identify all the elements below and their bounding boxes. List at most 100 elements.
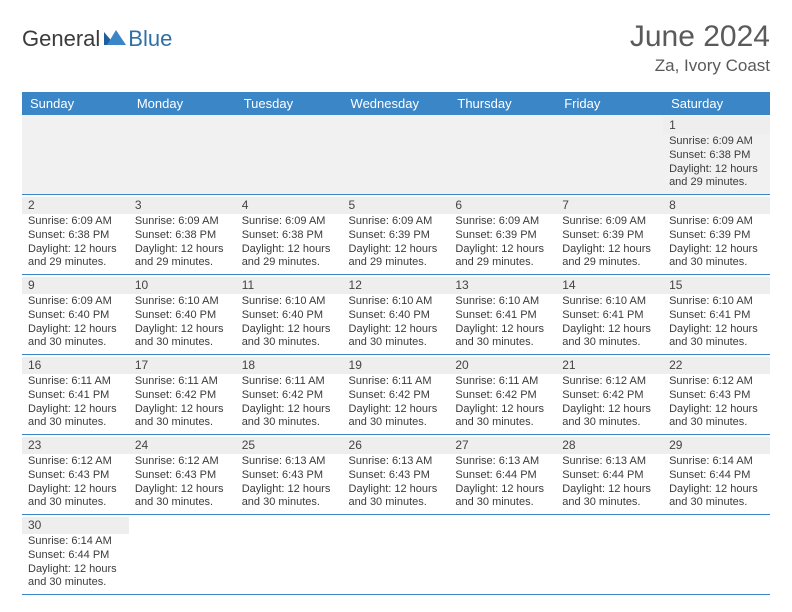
- daylight-line: Daylight: 12 hours and 30 minutes.: [562, 483, 657, 511]
- calendar-cell: 9Sunrise: 6:09 AMSunset: 6:40 PMDaylight…: [22, 275, 129, 355]
- sunrise-line: Sunrise: 6:09 AM: [349, 215, 444, 229]
- daylight-line: Daylight: 12 hours and 30 minutes.: [455, 403, 550, 431]
- calendar-cell: 21Sunrise: 6:12 AMSunset: 6:42 PMDayligh…: [556, 355, 663, 435]
- day-number: 2: [22, 197, 129, 214]
- calendar-row: 16Sunrise: 6:11 AMSunset: 6:41 PMDayligh…: [22, 355, 770, 435]
- sunset-line: Sunset: 6:38 PM: [135, 229, 230, 243]
- calendar-cell: 23Sunrise: 6:12 AMSunset: 6:43 PMDayligh…: [22, 435, 129, 515]
- sunrise-line: Sunrise: 6:09 AM: [28, 215, 123, 229]
- daylight-line: Daylight: 12 hours and 30 minutes.: [669, 243, 764, 271]
- sunset-line: Sunset: 6:42 PM: [349, 389, 444, 403]
- sunset-line: Sunset: 6:41 PM: [562, 309, 657, 323]
- daylight-line: Daylight: 12 hours and 30 minutes.: [349, 403, 444, 431]
- daylight-line: Daylight: 12 hours and 30 minutes.: [28, 323, 123, 351]
- calendar-cell: 30Sunrise: 6:14 AMSunset: 6:44 PMDayligh…: [22, 515, 129, 595]
- day-number: 15: [663, 277, 770, 294]
- column-header: Friday: [556, 92, 663, 115]
- calendar-cell: 1Sunrise: 6:09 AMSunset: 6:38 PMDaylight…: [663, 115, 770, 195]
- calendar-cell: [449, 115, 556, 195]
- daylight-line: Daylight: 12 hours and 30 minutes.: [669, 483, 764, 511]
- daylight-line: Daylight: 12 hours and 30 minutes.: [135, 323, 230, 351]
- daylight-line: Daylight: 12 hours and 29 minutes.: [669, 163, 764, 191]
- daylight-line: Daylight: 12 hours and 29 minutes.: [455, 243, 550, 271]
- sunset-line: Sunset: 6:40 PM: [28, 309, 123, 323]
- day-number: 5: [343, 197, 450, 214]
- calendar-cell: [22, 115, 129, 195]
- sunrise-line: Sunrise: 6:12 AM: [562, 375, 657, 389]
- sunrise-line: Sunrise: 6:12 AM: [669, 375, 764, 389]
- calendar-cell: 28Sunrise: 6:13 AMSunset: 6:44 PMDayligh…: [556, 435, 663, 515]
- sunset-line: Sunset: 6:43 PM: [669, 389, 764, 403]
- day-number: 17: [129, 357, 236, 374]
- sunrise-line: Sunrise: 6:10 AM: [242, 295, 337, 309]
- sunset-line: Sunset: 6:43 PM: [28, 469, 123, 483]
- sunrise-line: Sunrise: 6:13 AM: [349, 455, 444, 469]
- calendar-row: 1Sunrise: 6:09 AMSunset: 6:38 PMDaylight…: [22, 115, 770, 195]
- sunrise-line: Sunrise: 6:11 AM: [28, 375, 123, 389]
- calendar-cell: 12Sunrise: 6:10 AMSunset: 6:40 PMDayligh…: [343, 275, 450, 355]
- day-number: 30: [22, 517, 129, 534]
- sunset-line: Sunset: 6:40 PM: [349, 309, 444, 323]
- day-number: 11: [236, 277, 343, 294]
- calendar-cell: 20Sunrise: 6:11 AMSunset: 6:42 PMDayligh…: [449, 355, 556, 435]
- sunrise-line: Sunrise: 6:09 AM: [455, 215, 550, 229]
- calendar-cell: 17Sunrise: 6:11 AMSunset: 6:42 PMDayligh…: [129, 355, 236, 435]
- calendar-cell: [556, 515, 663, 595]
- sunrise-line: Sunrise: 6:10 AM: [669, 295, 764, 309]
- calendar-table: SundayMondayTuesdayWednesdayThursdayFrid…: [22, 92, 770, 595]
- daylight-line: Daylight: 12 hours and 30 minutes.: [669, 403, 764, 431]
- day-number: 26: [343, 437, 450, 454]
- day-number: 20: [449, 357, 556, 374]
- sunrise-line: Sunrise: 6:12 AM: [135, 455, 230, 469]
- calendar-cell: 8Sunrise: 6:09 AMSunset: 6:39 PMDaylight…: [663, 195, 770, 275]
- sunset-line: Sunset: 6:44 PM: [669, 469, 764, 483]
- calendar-cell: 29Sunrise: 6:14 AMSunset: 6:44 PMDayligh…: [663, 435, 770, 515]
- calendar-cell: 18Sunrise: 6:11 AMSunset: 6:42 PMDayligh…: [236, 355, 343, 435]
- sunset-line: Sunset: 6:39 PM: [562, 229, 657, 243]
- calendar-cell: 11Sunrise: 6:10 AMSunset: 6:40 PMDayligh…: [236, 275, 343, 355]
- sunrise-line: Sunrise: 6:09 AM: [28, 295, 123, 309]
- sunset-line: Sunset: 6:38 PM: [242, 229, 337, 243]
- daylight-line: Daylight: 12 hours and 30 minutes.: [28, 483, 123, 511]
- sunset-line: Sunset: 6:40 PM: [242, 309, 337, 323]
- month-title: June 2024: [630, 20, 770, 54]
- day-number: 27: [449, 437, 556, 454]
- brand-part2: Blue: [128, 26, 172, 52]
- day-number: 14: [556, 277, 663, 294]
- day-number: 24: [129, 437, 236, 454]
- sunrise-line: Sunrise: 6:09 AM: [669, 215, 764, 229]
- daylight-line: Daylight: 12 hours and 30 minutes.: [242, 323, 337, 351]
- daylight-line: Daylight: 12 hours and 29 minutes.: [135, 243, 230, 271]
- sunset-line: Sunset: 6:44 PM: [28, 549, 123, 563]
- day-number: 8: [663, 197, 770, 214]
- daylight-line: Daylight: 12 hours and 30 minutes.: [349, 323, 444, 351]
- calendar-body: 1Sunrise: 6:09 AMSunset: 6:38 PMDaylight…: [22, 115, 770, 595]
- day-number: 28: [556, 437, 663, 454]
- sunrise-line: Sunrise: 6:10 AM: [562, 295, 657, 309]
- daylight-line: Daylight: 12 hours and 30 minutes.: [242, 483, 337, 511]
- sunset-line: Sunset: 6:39 PM: [349, 229, 444, 243]
- sunrise-line: Sunrise: 6:13 AM: [242, 455, 337, 469]
- sunrise-line: Sunrise: 6:09 AM: [669, 135, 764, 149]
- calendar-row: 30Sunrise: 6:14 AMSunset: 6:44 PMDayligh…: [22, 515, 770, 595]
- sunset-line: Sunset: 6:38 PM: [28, 229, 123, 243]
- daylight-line: Daylight: 12 hours and 30 minutes.: [242, 403, 337, 431]
- calendar-cell: 22Sunrise: 6:12 AMSunset: 6:43 PMDayligh…: [663, 355, 770, 435]
- day-number: 22: [663, 357, 770, 374]
- sunset-line: Sunset: 6:38 PM: [669, 149, 764, 163]
- calendar-row: 2Sunrise: 6:09 AMSunset: 6:38 PMDaylight…: [22, 195, 770, 275]
- daylight-line: Daylight: 12 hours and 30 minutes.: [562, 403, 657, 431]
- header: General Blue June 2024 Za, Ivory Coast: [22, 20, 770, 76]
- calendar-row: 23Sunrise: 6:12 AMSunset: 6:43 PMDayligh…: [22, 435, 770, 515]
- calendar-cell: [343, 515, 450, 595]
- location: Za, Ivory Coast: [630, 56, 770, 76]
- brand-logo: General Blue: [22, 26, 172, 52]
- day-number: 23: [22, 437, 129, 454]
- calendar-cell: 24Sunrise: 6:12 AMSunset: 6:43 PMDayligh…: [129, 435, 236, 515]
- calendar-cell: [556, 115, 663, 195]
- sunset-line: Sunset: 6:44 PM: [455, 469, 550, 483]
- calendar-cell: 2Sunrise: 6:09 AMSunset: 6:38 PMDaylight…: [22, 195, 129, 275]
- day-number: 12: [343, 277, 450, 294]
- calendar-cell: 4Sunrise: 6:09 AMSunset: 6:38 PMDaylight…: [236, 195, 343, 275]
- calendar-cell: 26Sunrise: 6:13 AMSunset: 6:43 PMDayligh…: [343, 435, 450, 515]
